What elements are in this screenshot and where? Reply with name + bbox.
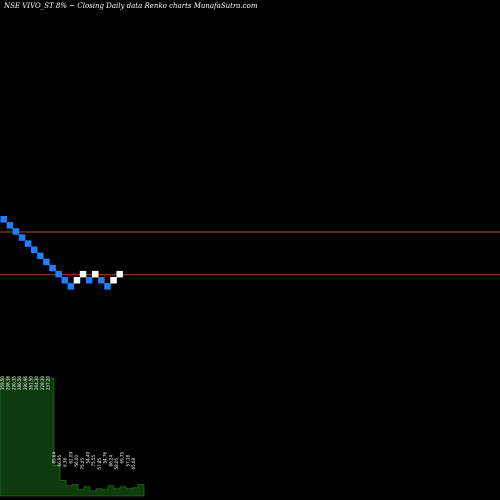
volume-label: 85.64	[51, 452, 56, 464]
volume-label: 66.95	[57, 455, 62, 467]
chart-title: NSE VIVO_ST 8% ~ Closing Daily data Renk…	[4, 2, 258, 10]
volume-label: 75.05	[80, 458, 85, 470]
renko-brick-down	[61, 277, 68, 284]
renko-brick-down	[12, 228, 20, 235]
renko-brick-up	[79, 270, 87, 278]
volume-label: 298.36	[6, 376, 11, 390]
renko-brick-down	[0, 216, 7, 223]
renko-brick-down	[85, 277, 93, 284]
renko-brick-down	[55, 270, 62, 278]
renko-brick-down	[104, 283, 111, 290]
volume-label: 58.05	[114, 458, 119, 470]
volume-label: 359.50	[0, 376, 5, 390]
renko-brick-down	[6, 222, 14, 229]
renko-brick-up	[92, 270, 99, 278]
volume-label: 290.35	[11, 376, 16, 390]
volume-label: 57.18	[125, 455, 130, 467]
volume-label: 290.96	[23, 376, 28, 390]
volume-label: 54.49	[86, 452, 91, 464]
volume-label: 62.09	[68, 452, 73, 464]
renko-brick-down	[24, 240, 32, 247]
renko-brick-down	[67, 283, 75, 290]
renko-brick-up	[73, 277, 81, 284]
volume-label: 86.24	[108, 455, 113, 467]
volume-label: 237.20	[46, 376, 51, 390]
volume-label: 228.30	[40, 376, 45, 390]
renko-brick-down	[18, 234, 26, 241]
renko-brick-down	[98, 277, 105, 284]
volume-label: 286.50	[17, 376, 22, 390]
volume-label: 69.75	[120, 452, 125, 464]
volume-label: 264.30	[34, 376, 39, 390]
volume-label: 56.00	[74, 455, 79, 467]
volume-label: 6.36	[63, 458, 68, 467]
renko-brick-down	[49, 264, 56, 272]
volume-label: 65.08	[131, 458, 136, 470]
renko-brick-down	[31, 246, 38, 253]
renko-brick-down	[43, 258, 50, 266]
volume-label: 54.76	[103, 452, 108, 464]
volume-label: 57.85	[97, 458, 102, 470]
volume-area	[0, 377, 145, 497]
renko-brick-up	[110, 277, 117, 284]
volume-label: 261.50	[29, 376, 34, 390]
volume-label: 75.55	[91, 455, 96, 467]
renko-brick-up	[116, 270, 123, 278]
renko-brick-down	[37, 252, 44, 260]
